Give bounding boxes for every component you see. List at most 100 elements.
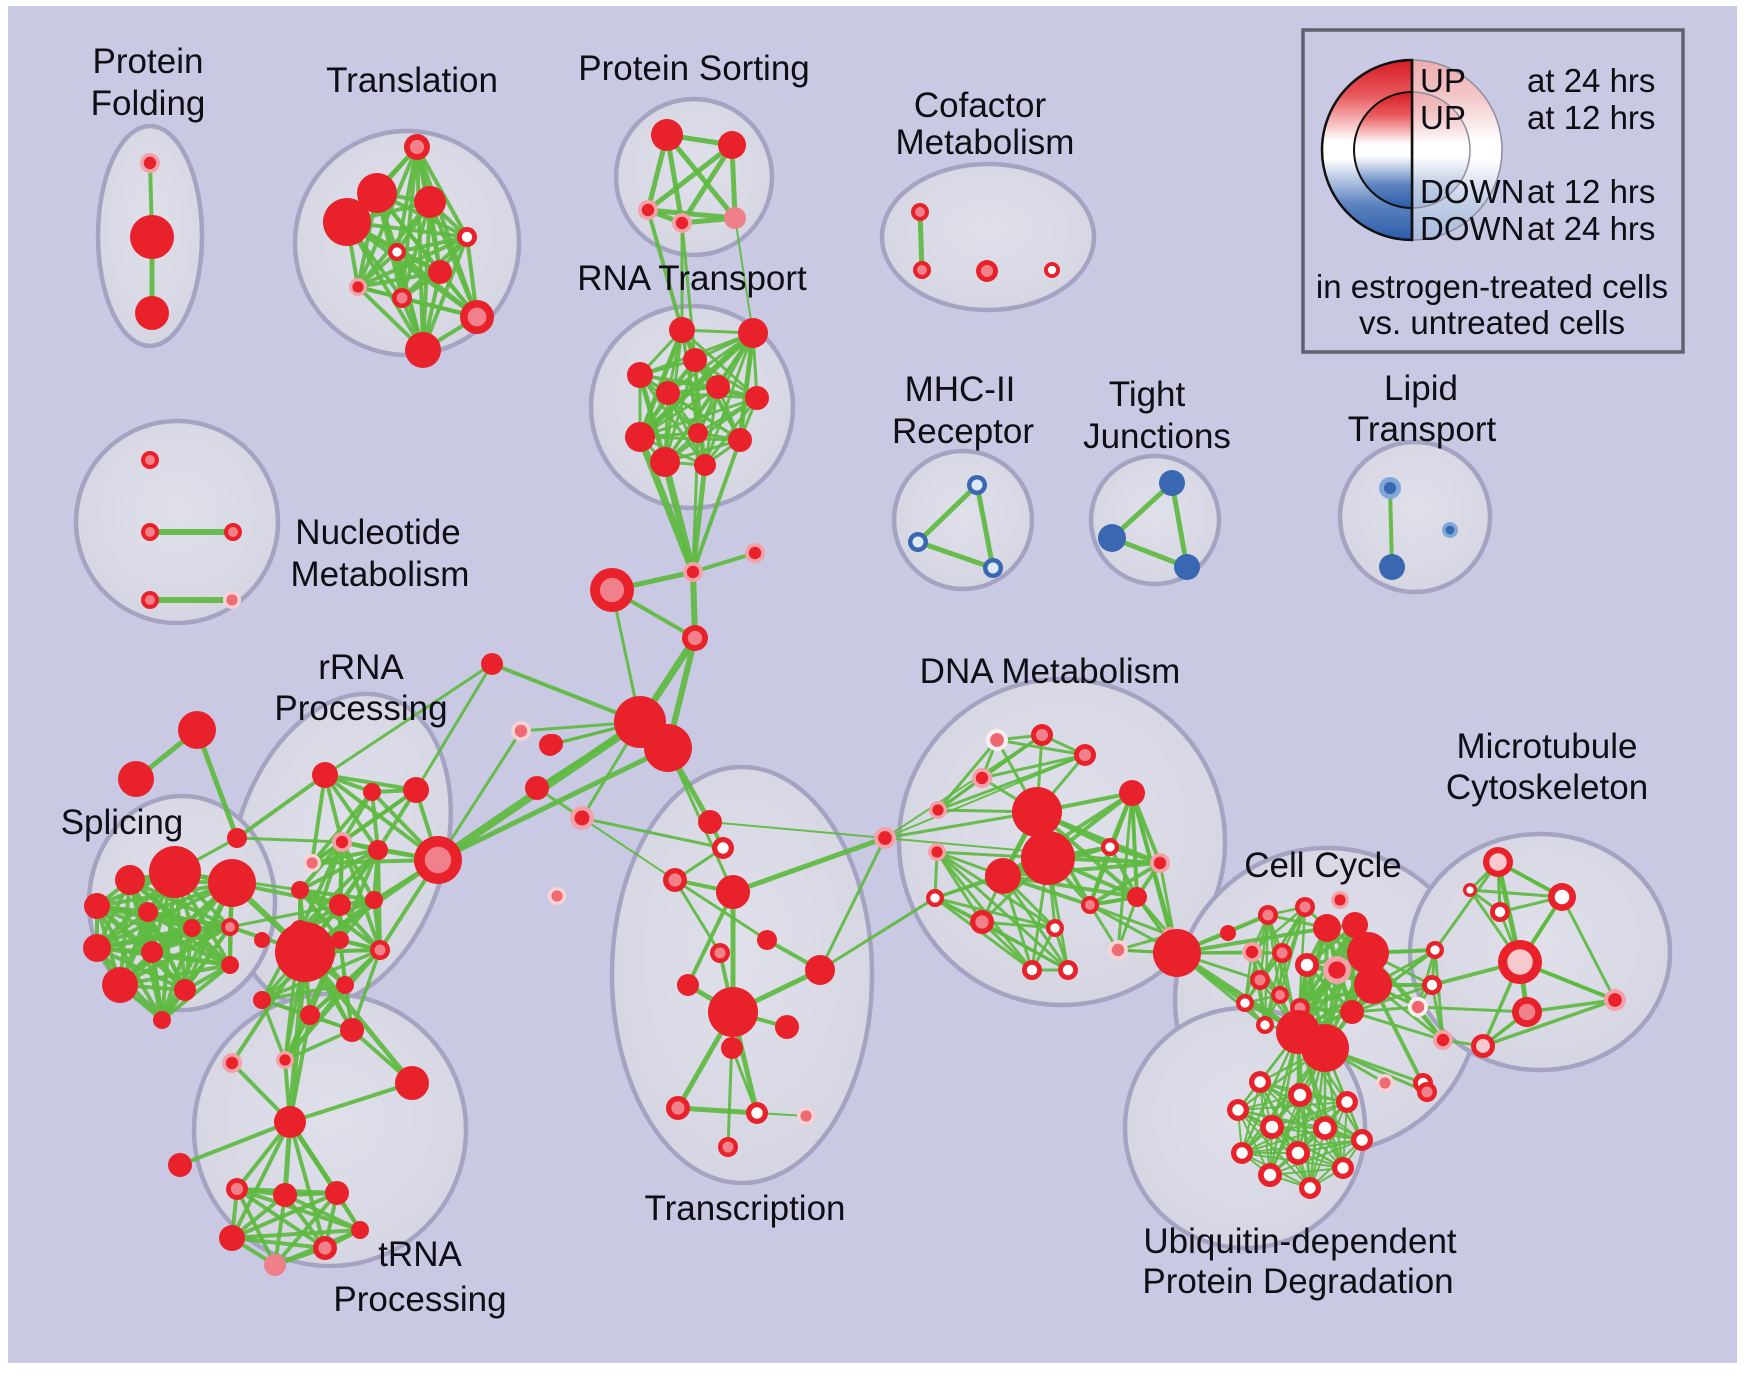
gene-node (363, 783, 381, 801)
edge (693, 358, 742, 442)
edge (1481, 998, 1617, 1048)
gene-node (926, 889, 944, 907)
edge (146, 910, 187, 992)
gene-node (805, 955, 835, 985)
gene-node (224, 523, 242, 541)
edge (1268, 1030, 1300, 1177)
gene-node (274, 1106, 306, 1138)
legend-up-12-dir: UP (1420, 99, 1466, 136)
gene-node (1159, 470, 1185, 496)
gene-node (1463, 883, 1477, 897)
edge (298, 848, 380, 932)
edge (980, 920, 1057, 930)
gene-node (672, 213, 692, 233)
cluster-label-nucleotide-metabolism: Metabolism (291, 555, 470, 594)
edge (1468, 888, 1564, 899)
gene-node (460, 300, 494, 334)
gene-node (351, 1221, 369, 1239)
gene-node (219, 1225, 245, 1251)
gene-node (757, 930, 777, 950)
edge (345, 220, 425, 352)
gene-node (983, 558, 1003, 578)
gene-node (724, 207, 746, 229)
edge (323, 662, 494, 777)
gene-node (140, 153, 160, 173)
gene-node (118, 761, 154, 797)
edge (1371, 983, 1429, 1094)
gene-node (1301, 1024, 1349, 1072)
legend-footer-line2: vs. untreated cells (1359, 304, 1625, 341)
gene-node (303, 854, 321, 872)
gene-node (1490, 902, 1510, 922)
gene-node (625, 422, 655, 452)
gene-node (718, 1137, 738, 1157)
cluster-label-mhc-ii-receptor: Receptor (892, 412, 1034, 451)
gene-node (590, 568, 634, 612)
gene-node (708, 987, 758, 1037)
cluster-label-translation: Translation (326, 61, 498, 100)
gene-node (208, 859, 256, 907)
edge (730, 1046, 759, 1115)
edge (1296, 1030, 1312, 1190)
edge (673, 878, 722, 955)
edge (679, 142, 735, 226)
cluster-mhc-ii-receptor (891, 448, 1035, 592)
cluster-label-protein-sorting: Protein Sorting (578, 49, 810, 88)
gene-node (656, 381, 680, 405)
edge (160, 963, 232, 1022)
edge (146, 910, 232, 929)
gene-node (976, 260, 998, 282)
edge (637, 372, 668, 465)
edge (980, 920, 1070, 972)
edge (298, 848, 380, 892)
gene-node (141, 591, 159, 609)
gene-node (1127, 887, 1147, 907)
gene-node (1022, 960, 1042, 980)
edge (1250, 905, 1307, 954)
gene-node (149, 846, 201, 898)
gene-node (929, 801, 947, 819)
gene-node (967, 475, 987, 495)
gene-node (1332, 1157, 1354, 1179)
edge (737, 330, 756, 443)
cluster-label-splicing: Splicing (61, 803, 184, 842)
edge (95, 946, 187, 992)
gene-node (414, 836, 462, 884)
gene-node (746, 1102, 768, 1124)
gene-node (1098, 524, 1126, 552)
edge (933, 896, 1057, 930)
edge (435, 745, 671, 863)
gene-node (1313, 1116, 1337, 1140)
gene-node (1108, 940, 1128, 960)
gene-node (1101, 838, 1119, 856)
edge (675, 1105, 760, 1116)
edge (298, 840, 344, 892)
gene-node (1299, 1177, 1321, 1199)
gene-node (908, 532, 928, 552)
edge (428, 200, 479, 319)
edge (194, 727, 240, 841)
gene-node (1288, 1083, 1312, 1107)
legend-inner-half-vivid (1353, 90, 1413, 210)
edge (884, 754, 1086, 839)
gene-node (1379, 554, 1405, 580)
edge (230, 1191, 339, 1240)
edge (288, 1081, 414, 1124)
edge (323, 773, 380, 852)
cluster-nucleotide-metabolism (73, 418, 281, 626)
gene-node (1236, 994, 1254, 1012)
gene-node (273, 1183, 297, 1207)
cluster-label-ubiquitin-degradation: Protein Degradation (1142, 1262, 1453, 1301)
gene-node (1347, 932, 1389, 974)
gene-node (275, 922, 335, 982)
edge (235, 773, 327, 840)
edge (356, 235, 469, 289)
gene-node (797, 1107, 815, 1125)
gene-node (638, 200, 658, 220)
edge (1350, 1010, 1445, 1042)
gene-node (227, 828, 247, 848)
gene-node (525, 776, 549, 800)
edge (95, 925, 232, 950)
